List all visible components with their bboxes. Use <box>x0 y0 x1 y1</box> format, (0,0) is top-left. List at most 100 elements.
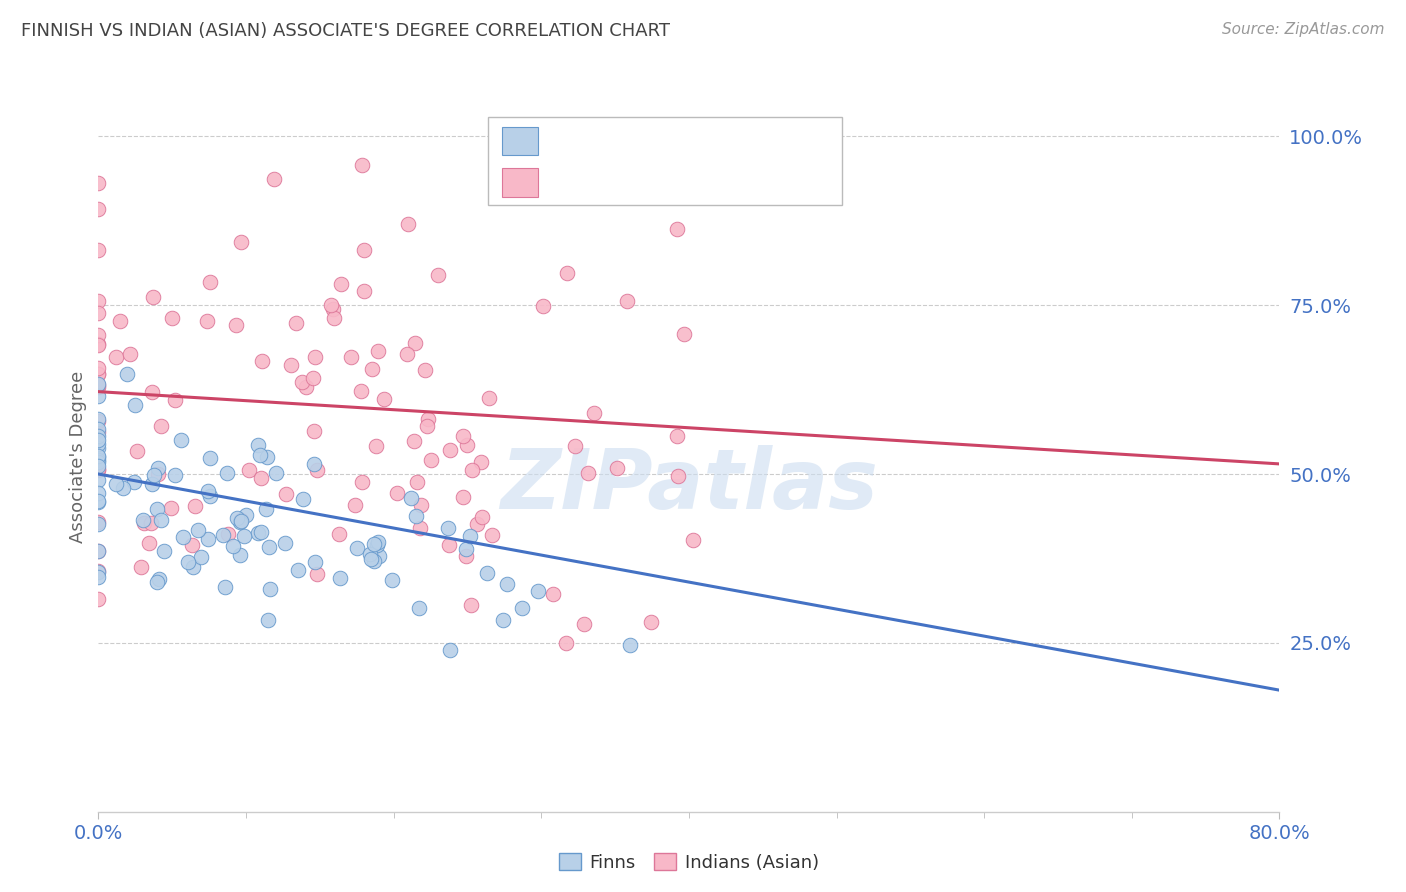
Point <box>353 285 375 299</box>
Point <box>163 393 186 408</box>
Point <box>352 475 374 489</box>
Point <box>246 525 269 540</box>
Point <box>280 359 302 373</box>
Point <box>87 441 110 455</box>
Point <box>250 353 273 368</box>
Point <box>555 266 578 280</box>
Point <box>183 560 205 574</box>
Point <box>360 552 382 566</box>
Point <box>87 458 110 473</box>
Point <box>187 523 209 537</box>
Point <box>87 327 110 342</box>
Point <box>256 613 278 627</box>
Point <box>453 429 475 443</box>
Point <box>141 477 163 491</box>
Point <box>437 538 460 552</box>
Text: Source: ZipAtlas.com: Source: ZipAtlas.com <box>1222 22 1385 37</box>
Point <box>197 533 219 547</box>
Point <box>87 462 110 476</box>
Point <box>373 392 395 407</box>
Point <box>350 384 373 398</box>
Point <box>87 433 110 447</box>
Point <box>143 467 166 482</box>
Point <box>366 538 388 552</box>
Point <box>350 158 373 172</box>
Point <box>217 467 239 481</box>
Point <box>229 235 252 249</box>
Point <box>232 529 254 543</box>
Point <box>198 490 221 504</box>
Point <box>363 554 385 568</box>
Point <box>470 455 492 469</box>
Point <box>229 515 252 529</box>
Point <box>115 367 138 381</box>
Point <box>458 529 481 543</box>
Point <box>619 638 641 652</box>
Point <box>404 434 426 449</box>
Point <box>409 498 432 512</box>
Point <box>456 549 478 563</box>
Point <box>170 433 193 447</box>
Point <box>250 470 273 484</box>
Point <box>302 457 325 471</box>
Point <box>366 439 388 453</box>
Point <box>616 294 638 309</box>
Point <box>304 555 326 569</box>
Point <box>527 583 550 598</box>
Point <box>576 467 599 481</box>
Point <box>141 384 163 399</box>
Point <box>231 514 253 528</box>
Point <box>416 418 439 433</box>
Point <box>180 538 202 552</box>
Point <box>105 476 128 491</box>
Point <box>481 528 503 542</box>
Point <box>363 537 385 551</box>
Point <box>87 294 110 309</box>
Point <box>460 598 482 612</box>
Point <box>583 406 606 420</box>
Point <box>87 544 110 558</box>
Point <box>467 516 489 531</box>
Point <box>247 438 270 452</box>
Point <box>87 592 110 607</box>
Legend: Finns, Indians (Asian): Finns, Indians (Asian) <box>550 845 828 880</box>
Point <box>274 487 297 501</box>
Point <box>120 347 142 361</box>
Point <box>409 521 432 535</box>
Point <box>212 527 235 541</box>
Point <box>87 389 110 403</box>
Point <box>105 350 128 364</box>
Point <box>381 574 404 588</box>
Point <box>304 350 326 364</box>
Point <box>87 380 110 394</box>
Point <box>87 367 110 381</box>
Point <box>249 524 271 539</box>
Point <box>229 549 252 563</box>
Point <box>214 580 236 594</box>
Point <box>322 301 344 316</box>
Point <box>406 475 429 489</box>
Point <box>666 222 689 236</box>
Point <box>672 327 695 342</box>
Point <box>87 449 110 463</box>
Point <box>437 521 460 535</box>
Point <box>285 317 308 331</box>
Point <box>87 425 110 440</box>
Point <box>87 414 110 428</box>
Point <box>416 412 439 426</box>
Point <box>531 299 554 313</box>
Point <box>287 563 309 577</box>
Point <box>249 448 271 462</box>
Point <box>198 275 221 289</box>
Point <box>183 499 205 513</box>
Point <box>541 587 564 601</box>
Point <box>367 344 389 359</box>
Point <box>87 338 110 352</box>
Point <box>238 463 260 477</box>
Point <box>124 398 146 412</box>
Point <box>340 351 363 365</box>
Point <box>87 437 110 451</box>
Point <box>87 564 110 578</box>
Point <box>149 513 172 527</box>
Point <box>139 516 162 530</box>
